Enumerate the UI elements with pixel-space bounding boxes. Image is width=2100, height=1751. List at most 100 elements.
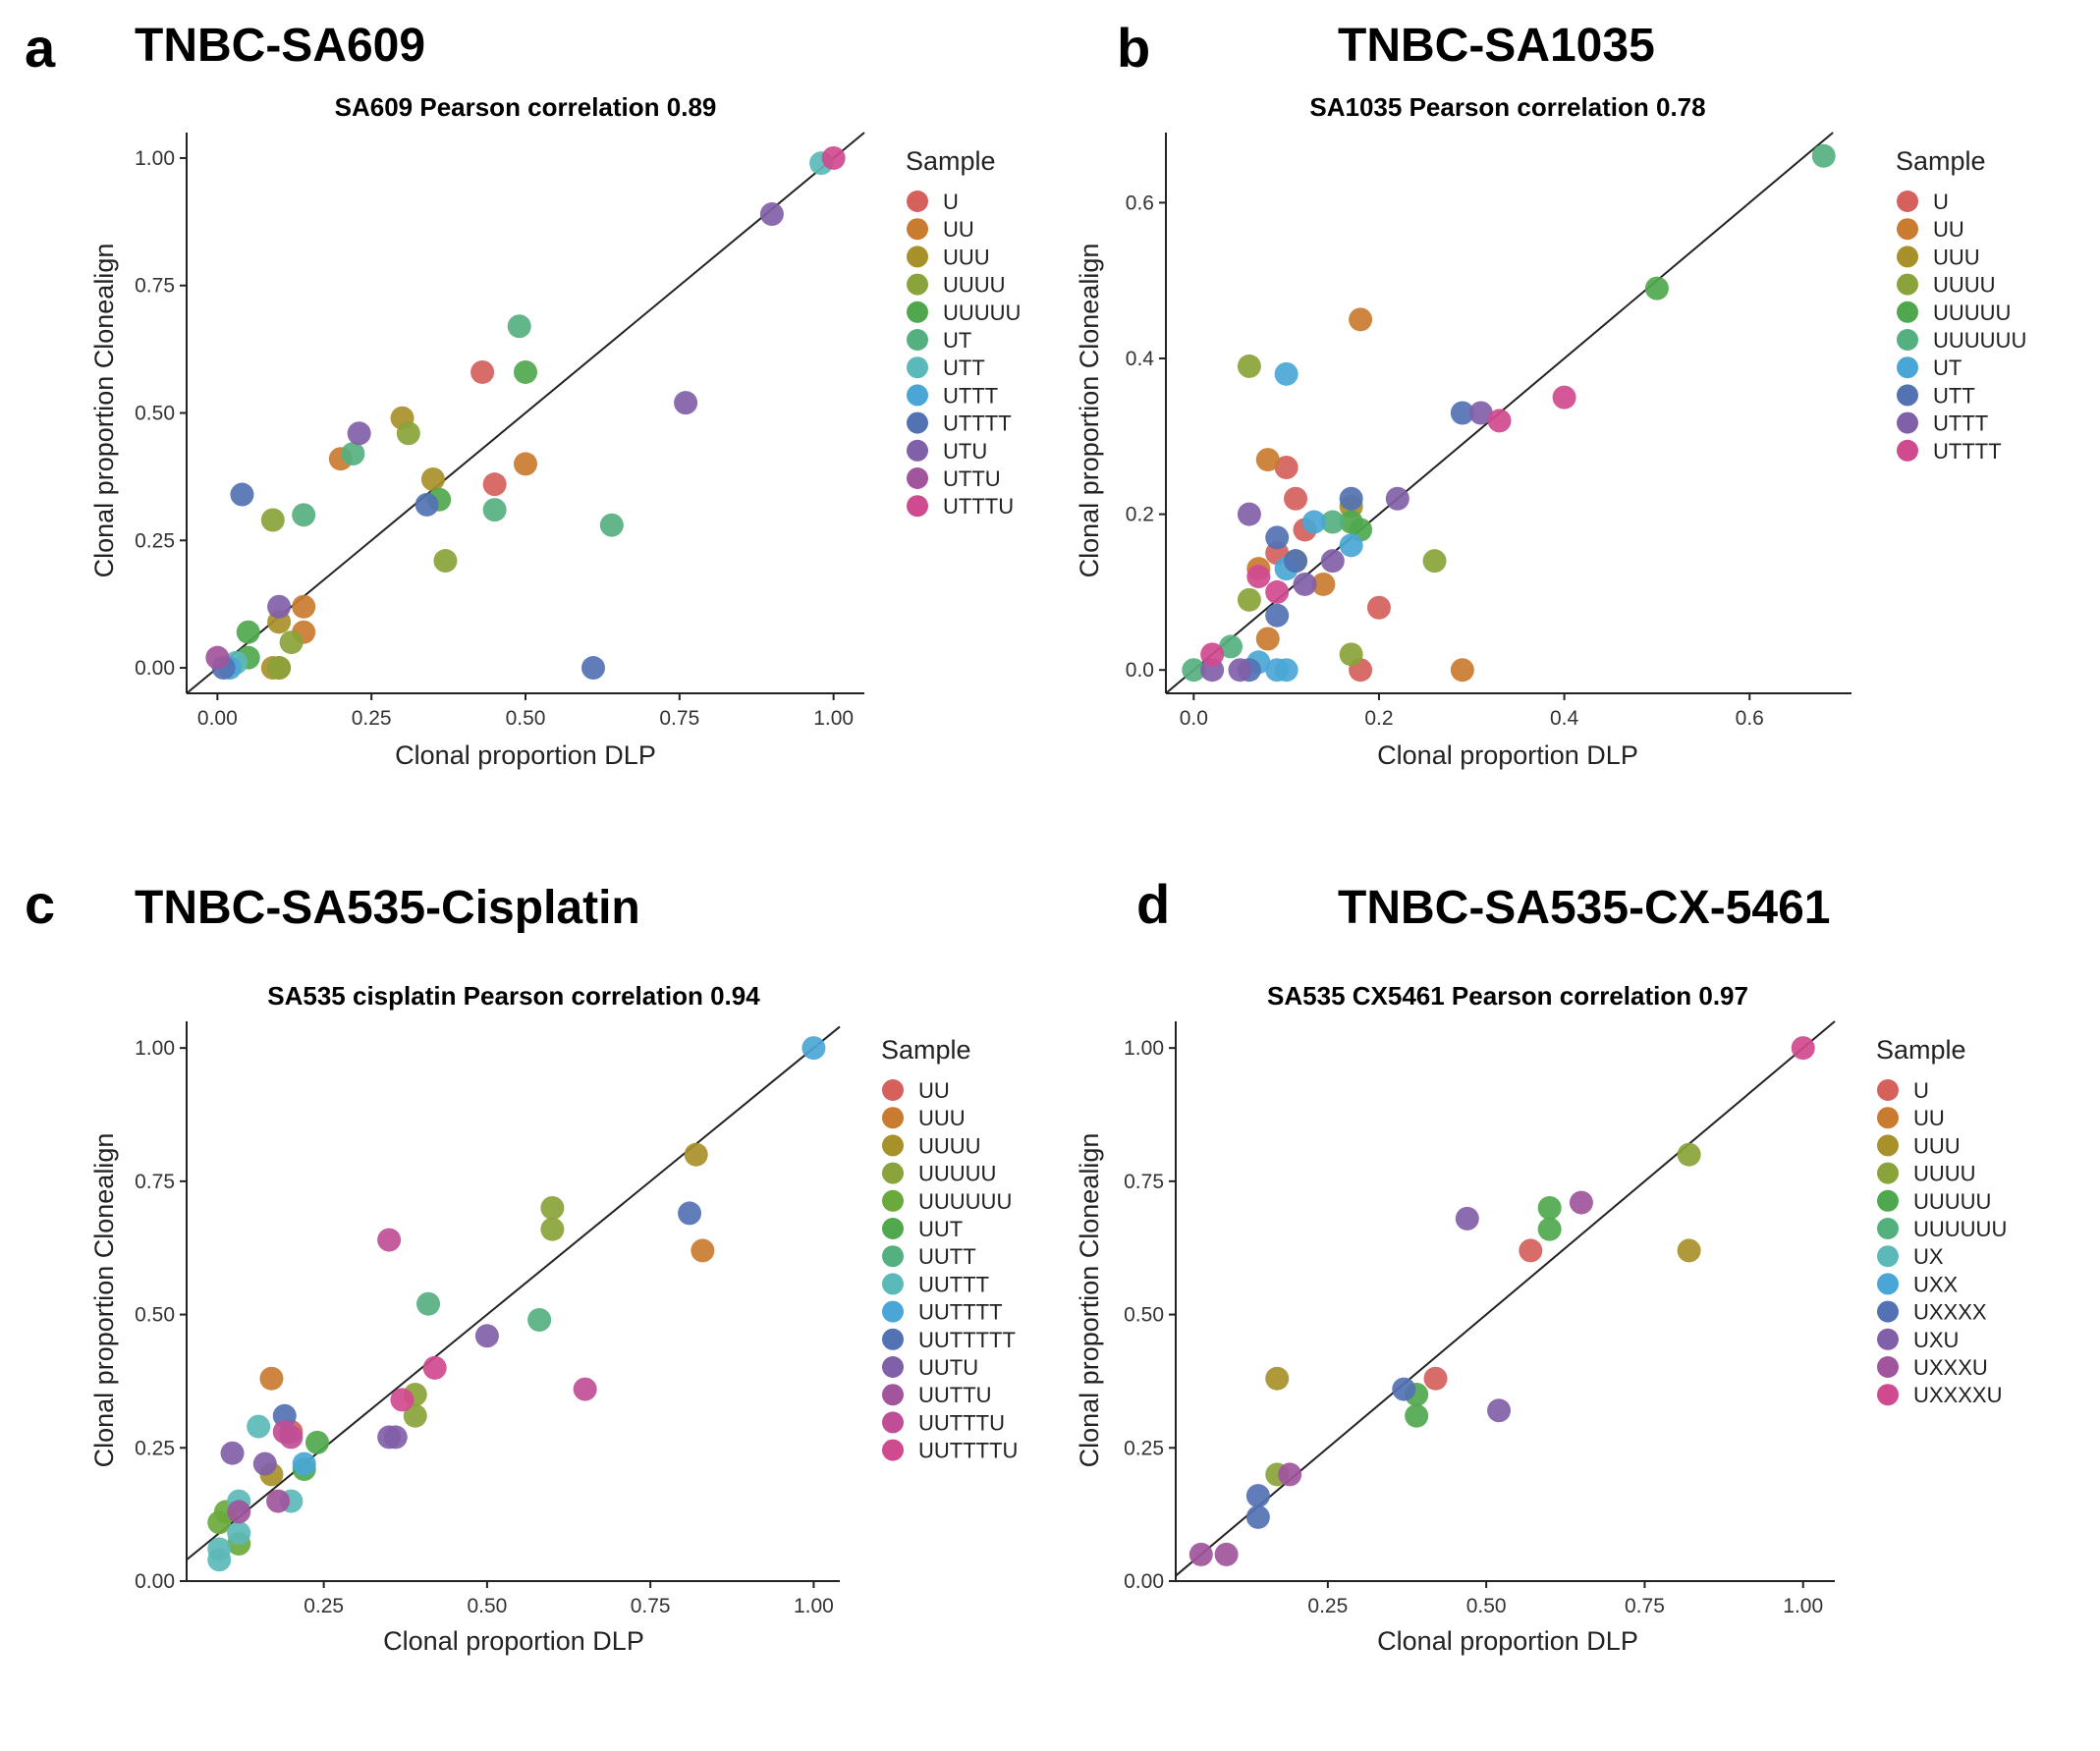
y-tick-label-a: 1.00 bbox=[135, 147, 175, 170]
data-point-b bbox=[1265, 603, 1290, 628]
panel-title-d: TNBC-SA535-CX-5461 bbox=[1338, 882, 1831, 934]
data-point-a bbox=[821, 145, 846, 170]
legend-title-d: Sample bbox=[1876, 1035, 1966, 1065]
x-tick-label-a: 0.25 bbox=[352, 707, 392, 730]
legend-label-a: UTTT bbox=[943, 383, 998, 408]
data-point-b bbox=[1284, 549, 1308, 574]
data-point-b bbox=[1487, 409, 1512, 433]
legend-label-c: UUT bbox=[918, 1217, 963, 1241]
data-point-b bbox=[1311, 572, 1336, 596]
data-point-b bbox=[1200, 642, 1225, 667]
data-point-c bbox=[220, 1441, 245, 1465]
data-point-b bbox=[1811, 143, 1836, 168]
legend-swatch-d bbox=[1877, 1328, 1899, 1350]
data-point-a bbox=[482, 472, 507, 497]
data-point-b bbox=[1255, 448, 1280, 472]
legend-label-d: UUUU bbox=[1913, 1162, 1976, 1186]
data-point-b bbox=[1339, 486, 1363, 511]
y-tick-label-c: 1.00 bbox=[135, 1037, 175, 1060]
legend-label-c: UUTTTU bbox=[918, 1410, 1005, 1435]
legend-label-c: UUTTTTU bbox=[918, 1439, 1018, 1463]
legend-swatch-d bbox=[1877, 1273, 1899, 1295]
panel-title-b: TNBC-SA1035 bbox=[1338, 20, 1655, 72]
data-point-b bbox=[1385, 486, 1409, 511]
x-axis-label-a: Clonal proportion DLP bbox=[395, 740, 656, 770]
data-point-b bbox=[1293, 572, 1317, 596]
data-point-d bbox=[1487, 1398, 1512, 1423]
legend-label-a: UTTTU bbox=[943, 494, 1014, 519]
legend-swatch-c bbox=[882, 1079, 904, 1101]
data-point-b bbox=[1644, 276, 1669, 301]
legend-label-d: UUU bbox=[1913, 1133, 1961, 1158]
x-tick-label-d: 0.75 bbox=[1625, 1595, 1665, 1617]
legend-swatch-c bbox=[882, 1384, 904, 1406]
data-point-a bbox=[292, 594, 316, 619]
data-point-a bbox=[396, 421, 420, 446]
y-tick-label-b: 0.4 bbox=[1126, 348, 1155, 370]
legend-swatch-c bbox=[882, 1162, 904, 1184]
legend-swatch-b bbox=[1897, 191, 1918, 212]
data-point-c bbox=[474, 1324, 499, 1348]
legend-swatch-d bbox=[1877, 1218, 1899, 1239]
data-point-c bbox=[390, 1388, 414, 1412]
data-point-c bbox=[279, 1425, 304, 1450]
legend-swatch-c bbox=[882, 1134, 904, 1157]
data-point-b bbox=[1366, 595, 1391, 620]
legend-swatch-a bbox=[907, 246, 928, 268]
data-point-b bbox=[1320, 549, 1345, 574]
legend-label-a: UTT bbox=[943, 356, 985, 380]
legend-swatch-b bbox=[1897, 246, 1918, 268]
legend-swatch-d bbox=[1877, 1356, 1899, 1378]
legend-swatch-a bbox=[907, 467, 928, 489]
legend-label-a: U bbox=[943, 190, 959, 214]
data-point-d bbox=[1677, 1142, 1701, 1167]
data-point-c bbox=[678, 1201, 702, 1226]
legend-swatch-c bbox=[882, 1411, 904, 1434]
data-point-a bbox=[674, 391, 698, 415]
legend-label-d: UUUUU bbox=[1913, 1189, 1991, 1214]
legend-swatch-c bbox=[882, 1245, 904, 1268]
y-axis-label-c: Clonal proportion Clonealign bbox=[89, 1133, 119, 1468]
x-tick-label-a: 0.50 bbox=[506, 707, 546, 730]
legend-swatch-b bbox=[1897, 329, 1918, 351]
data-point-c bbox=[247, 1414, 271, 1439]
data-point-c bbox=[207, 1510, 232, 1535]
y-axis-label-d: Clonal proportion Clonealign bbox=[1075, 1133, 1104, 1468]
data-point-a bbox=[482, 498, 507, 522]
data-point-b bbox=[1339, 642, 1363, 667]
legend-swatch-d bbox=[1877, 1079, 1899, 1101]
data-point-a bbox=[230, 482, 254, 507]
data-point-a bbox=[507, 314, 531, 339]
data-point-c bbox=[227, 1521, 251, 1546]
legend-swatch-a bbox=[907, 439, 928, 462]
y-tick-label-c: 0.75 bbox=[135, 1171, 175, 1193]
legend-swatch-d bbox=[1877, 1134, 1899, 1157]
data-point-a bbox=[292, 503, 316, 527]
legend-swatch-a bbox=[907, 191, 928, 212]
scatter-plot-d: 0.25 0.50 0.75 1.000.000.250.500.751.00UUUU… bbox=[1124, 1020, 2007, 1617]
legend-swatch-a bbox=[907, 329, 928, 351]
legend-swatch-d bbox=[1877, 1162, 1899, 1184]
legend-label-c: UUU bbox=[918, 1106, 966, 1130]
data-point-d bbox=[1677, 1238, 1701, 1263]
data-point-d bbox=[1188, 1542, 1213, 1566]
legend-swatch-a bbox=[907, 301, 928, 323]
legend-swatch-c bbox=[882, 1356, 904, 1378]
x-tick-label-d: 1.00 bbox=[1783, 1595, 1823, 1617]
data-point-c bbox=[305, 1430, 329, 1454]
data-point-d bbox=[1455, 1206, 1479, 1231]
legend-swatch-d bbox=[1877, 1189, 1899, 1212]
legend-swatch-b bbox=[1897, 273, 1918, 296]
data-point-a bbox=[347, 421, 371, 446]
data-point-a bbox=[581, 656, 605, 681]
legend-label-b: UUUU bbox=[1933, 273, 1996, 298]
plots-layer: 0.00 0.25 0.50 0.75 1.00 0.00 0.25 0.50 0.75 1.00… bbox=[135, 132, 2026, 1617]
x-tick-label-b: 0.4 bbox=[1550, 707, 1579, 730]
y-axis-label-a: Clonal proportion Clonealign bbox=[89, 244, 119, 578]
legend-label-a: UUU bbox=[943, 245, 990, 269]
legend-swatch-b bbox=[1897, 218, 1918, 241]
legend-label-c: UUUUUU bbox=[918, 1189, 1012, 1214]
data-point-c bbox=[691, 1238, 715, 1263]
x-tick-label-b: 0.0 bbox=[1180, 707, 1208, 730]
data-point-d bbox=[1791, 1036, 1815, 1061]
